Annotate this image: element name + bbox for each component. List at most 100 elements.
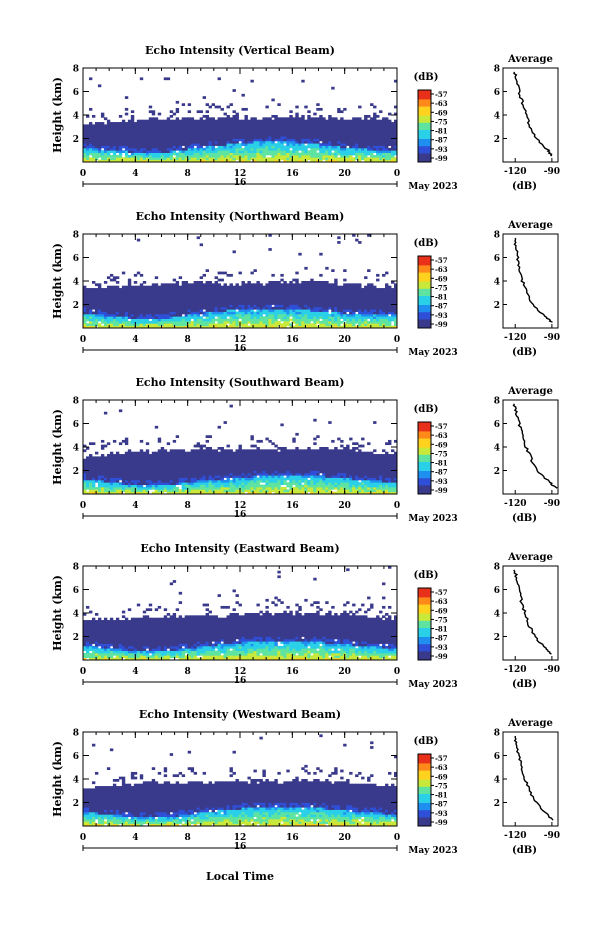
heatmap-cell (154, 489, 159, 493)
heatmap-cell (169, 304, 174, 308)
heatmap-cell (394, 309, 398, 312)
heatmap-cell (265, 318, 269, 322)
heatmap-cell (370, 143, 374, 146)
heatmap-cell (106, 297, 111, 301)
heatmap-cell (181, 281, 186, 284)
average-y-tick-label: 8 (494, 231, 500, 241)
heatmap-cell (247, 124, 251, 128)
heatmap-cell (163, 285, 168, 289)
y-tick-label: 6 (73, 88, 79, 98)
heatmap-cell (151, 458, 156, 462)
heatmap-cell (211, 152, 215, 156)
heatmap-cell (343, 131, 347, 135)
heatmap-cell (172, 129, 177, 132)
heatmap-cell (226, 292, 230, 296)
heatmap-cell (265, 304, 269, 308)
heatmap-cell (130, 491, 135, 495)
heatmap-cell (163, 449, 168, 453)
heatmap-cell (88, 304, 93, 308)
heatmap-cell (100, 486, 105, 490)
heatmap-cell (289, 150, 293, 153)
heatmap-cell (190, 458, 195, 462)
heatmap-cell (286, 316, 290, 319)
heatmap-cell (259, 292, 263, 296)
heatmap-cell (307, 129, 311, 132)
heatmap-cell (109, 456, 114, 460)
heatmap-cell (118, 306, 123, 310)
heatmap-cell (208, 309, 212, 312)
heatmap-cell (83, 157, 87, 161)
heatmap-cell (181, 285, 186, 289)
heatmap-cell (94, 136, 99, 139)
heatmap-cell (127, 288, 132, 291)
heatmap-cell (115, 154, 120, 158)
heatmap-cell (310, 290, 314, 294)
heatmap-cell (151, 145, 156, 149)
heatmap-cell (370, 316, 374, 319)
heatmap-cell (109, 311, 114, 315)
heatmap-cell (211, 157, 215, 161)
heatmap-cell (199, 129, 204, 132)
heatmap-cell (349, 136, 353, 139)
heatmap-cell (223, 129, 227, 132)
heatmap-cell (130, 290, 135, 294)
heatmap-cell (361, 299, 365, 303)
heatmap-cell (208, 122, 212, 125)
heatmap-cell (91, 442, 96, 446)
heatmap-cell (379, 138, 383, 142)
heatmap-cell (88, 290, 93, 294)
heatmap-cell (112, 299, 117, 303)
heatmap-cell (91, 131, 96, 135)
heatmap-cell (127, 463, 132, 467)
heatmap-cell (85, 299, 90, 303)
heatmap-cell (127, 119, 132, 123)
heatmap-cell (220, 138, 224, 142)
heatmap-cell (85, 309, 90, 312)
heatmap-cell (385, 157, 389, 161)
heatmap-cell (190, 472, 195, 476)
heatmap-cell (184, 147, 189, 151)
heatmap-cell (142, 306, 147, 310)
heatmap-cell (157, 292, 162, 296)
heatmap-cell (364, 302, 368, 305)
heatmap-cell (337, 306, 341, 310)
heatmap-cell (235, 299, 239, 303)
heatmap-cell (334, 313, 338, 317)
heatmap-cell (199, 117, 204, 121)
heatmap-cell (328, 285, 332, 289)
heatmap-cell (100, 133, 105, 137)
heatmap-cell (100, 318, 105, 322)
heatmap-cell (184, 292, 189, 296)
heatmap-cell (379, 154, 383, 158)
heatmap-cell (382, 290, 386, 294)
heatmap-cell (394, 122, 398, 125)
heatmap-cell (346, 302, 350, 305)
heatmap-cell (184, 313, 189, 317)
heatmap-cell (355, 309, 359, 312)
heatmap-cell (160, 486, 165, 490)
heatmap-cell (154, 479, 159, 483)
heatmap-cell (196, 138, 201, 142)
heatmap-cell (394, 150, 398, 153)
heatmap-cell (196, 309, 201, 312)
heatmap-cell (106, 482, 111, 485)
heatmap-cell (256, 292, 260, 296)
heatmap-cell (163, 470, 168, 474)
heatmap-cell (316, 316, 320, 319)
heatmap-cell (307, 138, 311, 142)
heatmap-cell (175, 451, 180, 455)
heatmap-cell (181, 122, 186, 125)
heatmap-cell (367, 159, 371, 163)
heatmap-cell (295, 145, 299, 149)
heatmap-cell (133, 482, 138, 485)
heatmap-cell (292, 122, 296, 125)
heatmap-cell (112, 140, 117, 144)
heatmap-cell (229, 273, 233, 277)
heatmap-cell (106, 145, 111, 149)
heatmap-cell (187, 465, 192, 469)
heatmap-cell (313, 323, 317, 327)
heatmap-cell (121, 489, 126, 493)
heatmap-cell (250, 136, 254, 139)
heatmap-cell (370, 320, 374, 324)
heatmap-cell (112, 302, 117, 305)
